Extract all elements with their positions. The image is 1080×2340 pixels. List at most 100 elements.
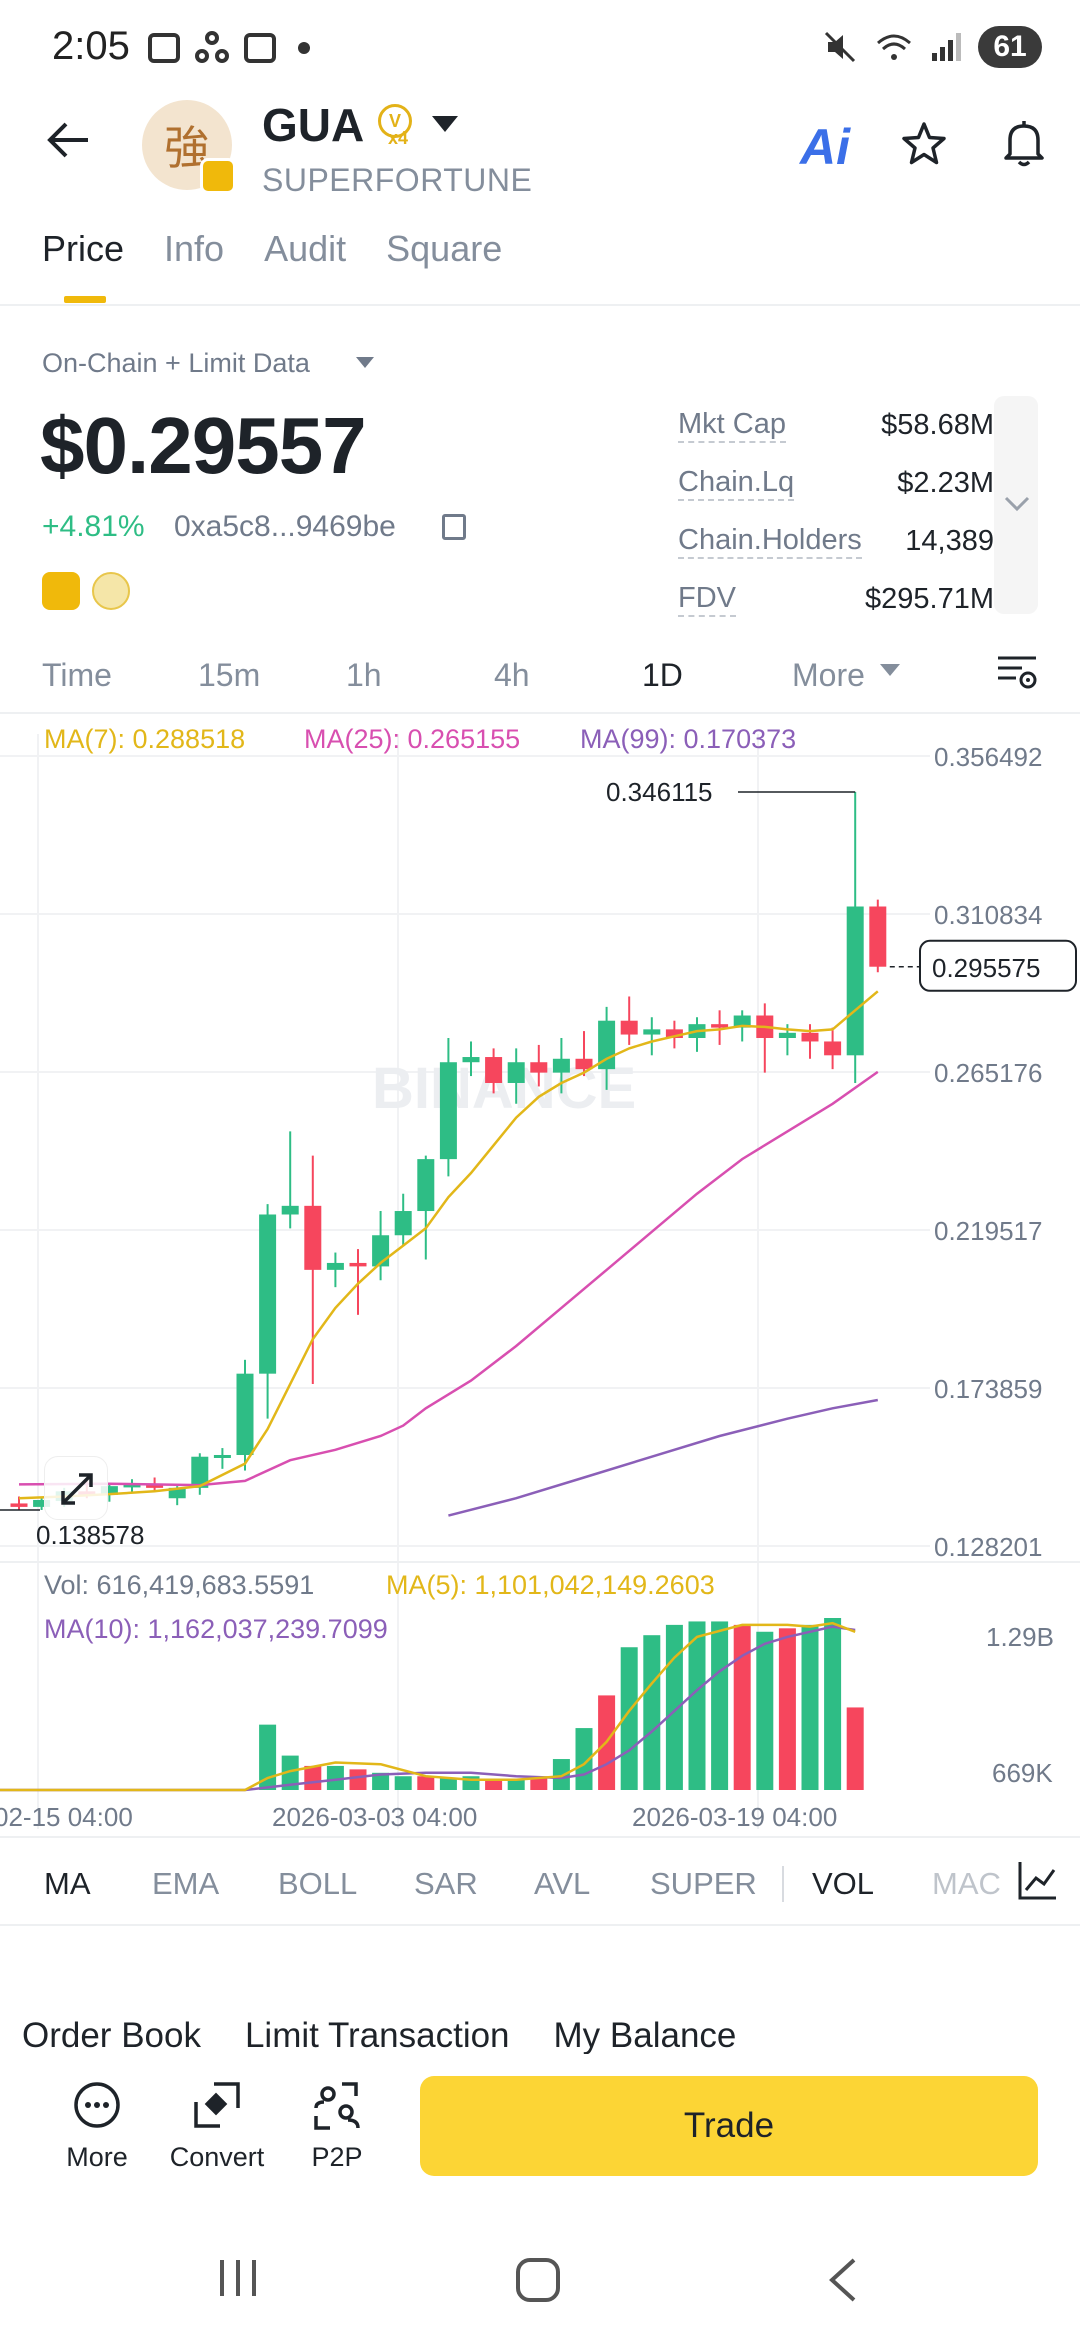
divider bbox=[0, 304, 1080, 306]
price-axis-label: 0.265176 bbox=[934, 1058, 1042, 1088]
more-label: More bbox=[66, 2142, 128, 2172]
candle-body bbox=[575, 1058, 593, 1070]
indicator-boll[interactable]: BOLL bbox=[278, 1866, 358, 1901]
token-symbol[interactable]: GUA bbox=[262, 99, 365, 151]
p2p-button[interactable]: P2P bbox=[282, 2080, 392, 2173]
security-shield-icon[interactable] bbox=[92, 572, 130, 610]
tab-square[interactable]: Square bbox=[386, 228, 503, 269]
copy-address-icon[interactable] bbox=[442, 514, 466, 540]
time-axis-label: 2026-03-03 04:00 bbox=[272, 1802, 477, 1832]
indicator-settings-icon[interactable] bbox=[1016, 1860, 1058, 1902]
tab-price[interactable]: Price bbox=[42, 228, 125, 269]
price-axis-label: 0.310834 bbox=[934, 900, 1042, 930]
stats-expand-button[interactable] bbox=[994, 396, 1038, 614]
timeframe-1h[interactable]: 1h bbox=[346, 656, 382, 693]
volume-ma5-legend: MA(5): 1,101,042,149.2603 bbox=[386, 1570, 715, 1600]
candle-body bbox=[530, 1062, 548, 1073]
candle-body bbox=[462, 1057, 480, 1063]
tab-audit[interactable]: Audit bbox=[264, 228, 347, 269]
volume-bar bbox=[417, 1776, 435, 1790]
back-arrow-icon[interactable] bbox=[44, 120, 90, 160]
stat-label[interactable]: Chain.Lq bbox=[678, 465, 795, 501]
trade-button[interactable]: Trade bbox=[420, 2076, 1038, 2176]
indicator-ema[interactable]: EMA bbox=[152, 1866, 220, 1901]
tab-info[interactable]: Info bbox=[164, 228, 225, 269]
more-button[interactable]: More bbox=[42, 2080, 152, 2173]
volume-ma5-line bbox=[0, 1621, 856, 1792]
price-chart[interactable]: 0.356492 0.310834 0.265176 0.219517 0.173859… bbox=[0, 714, 1080, 1836]
stat-row-fdv: FDV $295.71M bbox=[678, 570, 994, 628]
volume-bar bbox=[372, 1772, 390, 1790]
verified-badge-icon: V bbox=[378, 104, 412, 138]
candle-body bbox=[236, 1373, 254, 1455]
timeframe-1d[interactable]: 1D bbox=[642, 656, 683, 693]
candle-body bbox=[417, 1159, 435, 1212]
volume-bar bbox=[688, 1621, 706, 1790]
price-alert-bell-icon[interactable] bbox=[1000, 118, 1048, 168]
stat-label[interactable]: FDV bbox=[678, 581, 736, 617]
indicator-macd[interactable]: MAC bbox=[932, 1866, 1001, 1901]
volume-bar bbox=[665, 1624, 683, 1790]
ma99-legend: MA(99): 0.170373 bbox=[580, 724, 797, 754]
volume-axis-label: 669K bbox=[992, 1758, 1053, 1788]
divider bbox=[0, 712, 1080, 714]
timeframe-15m[interactable]: 15m bbox=[198, 656, 261, 693]
low-price-label: 0.138578 bbox=[36, 1520, 144, 1550]
volume-bar bbox=[711, 1621, 729, 1790]
tab-order-book[interactable]: Order Book bbox=[22, 2016, 201, 2055]
timeframe-more[interactable]: More bbox=[792, 656, 865, 693]
stat-row-chain-lq: Chain.Lq $2.23M bbox=[678, 454, 994, 512]
stat-value: 14,389 bbox=[905, 524, 994, 557]
timeframe-time[interactable]: Time bbox=[42, 656, 112, 693]
volume-bar bbox=[349, 1769, 367, 1790]
candle-body bbox=[33, 1499, 51, 1507]
candle-body bbox=[100, 1486, 118, 1495]
convert-label: Convert bbox=[169, 2142, 265, 2172]
price-axis-label: 0.356492 bbox=[934, 742, 1042, 772]
home-icon[interactable] bbox=[514, 2256, 562, 2304]
stat-value: $295.71M bbox=[865, 582, 994, 615]
indicator-super[interactable]: SUPER bbox=[650, 1866, 757, 1901]
tab-limit-transaction[interactable]: Limit Transaction bbox=[244, 2016, 510, 2055]
contract-address: 0xa5c8...9469be bbox=[174, 510, 396, 543]
favorite-star-icon[interactable] bbox=[900, 120, 948, 168]
recent-apps-icon[interactable] bbox=[216, 2256, 260, 2300]
current-price-label: 0.295575 bbox=[932, 953, 1040, 983]
current-price-tag bbox=[919, 939, 1077, 992]
indicator-avl[interactable]: AVL bbox=[534, 1866, 591, 1901]
ma25-line bbox=[18, 1070, 879, 1487]
data-source-selector[interactable]: On-Chain + Limit Data bbox=[42, 348, 310, 378]
indicator-ma[interactable]: MA bbox=[44, 1866, 91, 1901]
tab-my-balance[interactable]: My Balance bbox=[553, 2016, 737, 2055]
sync-icon bbox=[195, 31, 229, 63]
convert-button[interactable]: Convert bbox=[162, 2080, 272, 2173]
bnb-chain-icon[interactable] bbox=[42, 572, 80, 610]
volume-bar bbox=[439, 1777, 457, 1790]
stat-label[interactable]: Mkt Cap bbox=[678, 407, 786, 443]
volume-bar bbox=[304, 1765, 322, 1790]
stat-value: $58.68M bbox=[881, 408, 994, 441]
system-back-icon[interactable] bbox=[824, 2256, 860, 2304]
indicator-sar[interactable]: SAR bbox=[414, 1866, 478, 1901]
more-dropdown-caret-icon[interactable] bbox=[880, 664, 900, 676]
indicator-tabs: MA EMA BOLL SAR AVL SUPER VOL MAC bbox=[0, 1836, 1080, 1926]
screenshot-icon bbox=[148, 33, 180, 63]
indicator-vol[interactable]: VOL bbox=[812, 1866, 875, 1901]
candle-body bbox=[778, 1032, 796, 1039]
candle-body bbox=[643, 1029, 661, 1035]
time-axis-label: 2026-03-19 04:00 bbox=[632, 1802, 837, 1832]
timeframe-4h[interactable]: 4h bbox=[494, 656, 530, 693]
ai-assistant-button[interactable]: Ai bbox=[800, 119, 850, 175]
expand-chart-button[interactable] bbox=[44, 1456, 108, 1520]
chart-settings-icon[interactable] bbox=[996, 652, 1038, 692]
stat-label[interactable]: Chain.Holders bbox=[678, 523, 862, 559]
volume-bar bbox=[552, 1759, 570, 1790]
token-switch-caret-icon[interactable] bbox=[432, 116, 458, 132]
more-notifications-dot bbox=[298, 42, 310, 54]
volume-bar bbox=[756, 1631, 774, 1790]
chevron-down-icon[interactable] bbox=[1004, 496, 1030, 512]
volume-bar bbox=[326, 1765, 344, 1790]
battery-indicator: 61 bbox=[978, 26, 1042, 68]
market-stats: Mkt Cap $58.68M Chain.Lq $2.23M Chain.Ho… bbox=[678, 396, 994, 628]
source-dropdown-caret-icon[interactable] bbox=[356, 357, 374, 368]
